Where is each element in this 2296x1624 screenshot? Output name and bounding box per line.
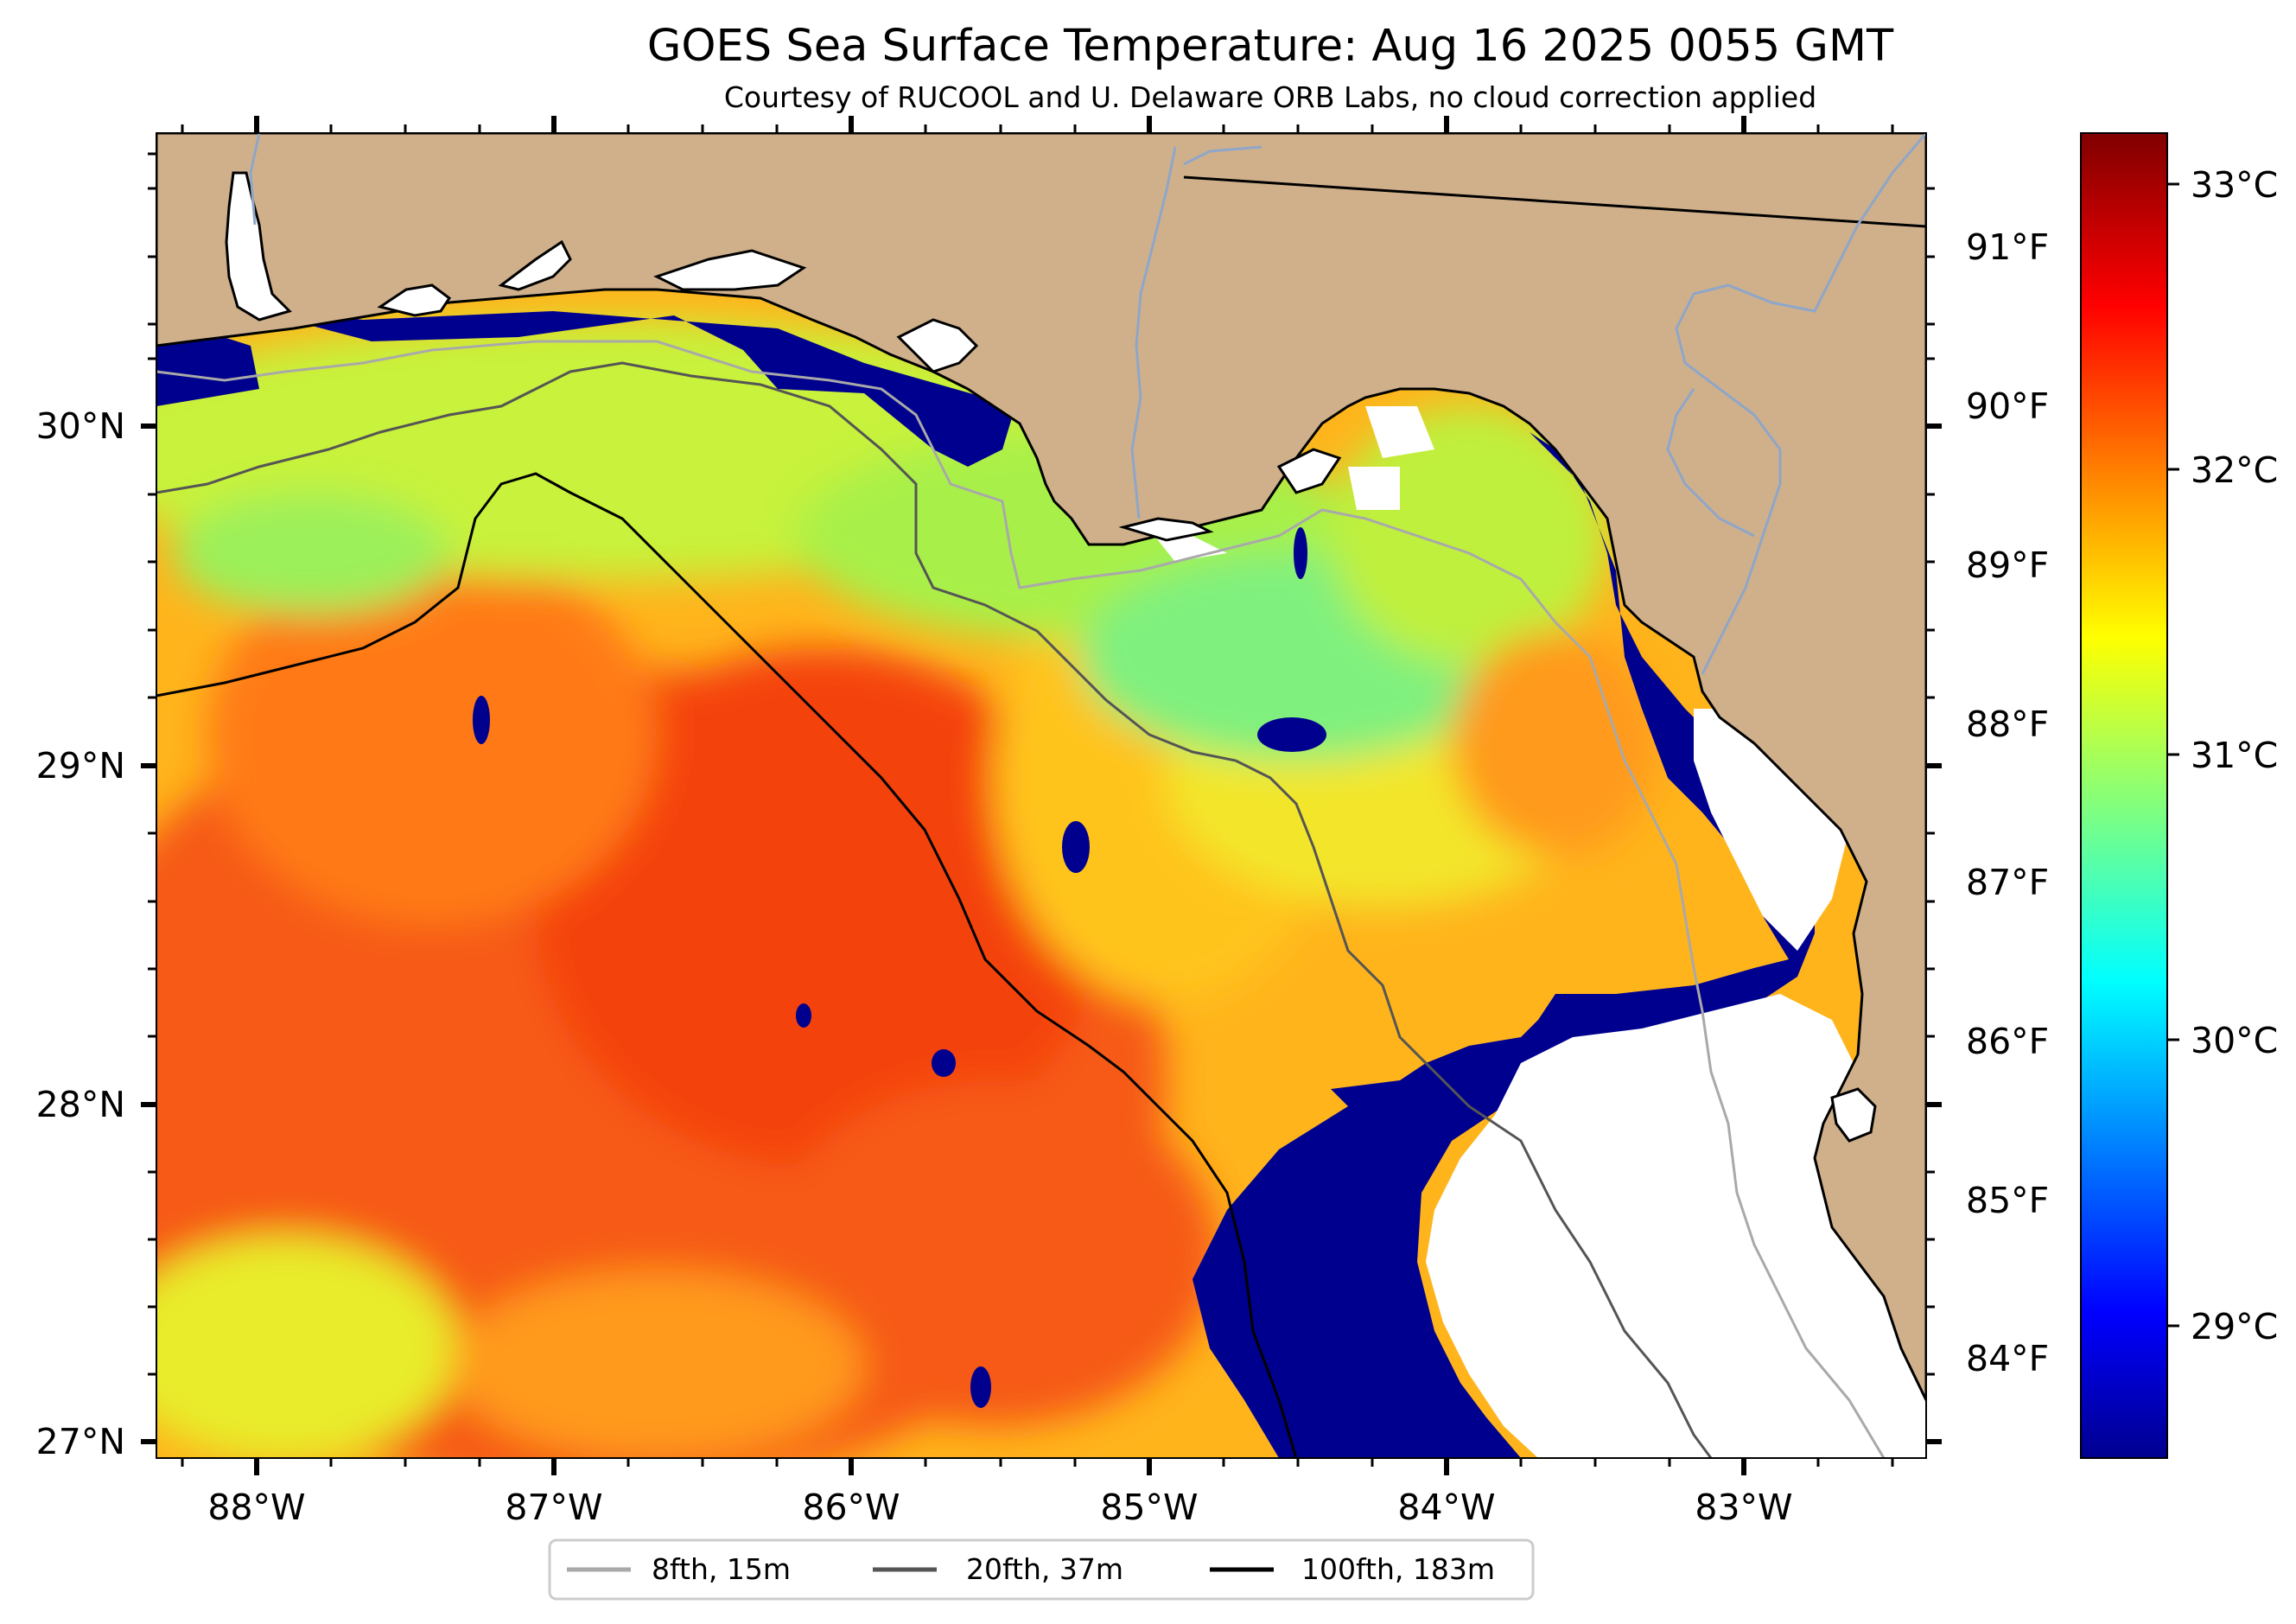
map-title: GOES Sea Surface Temperature: Aug 16 202… — [647, 21, 1894, 72]
legend-label-100fth: 100fth, 183m — [1301, 1552, 1495, 1586]
st-andrew-bay — [896, 318, 979, 373]
legend-label-8fth: 8fth, 15m — [652, 1552, 791, 1586]
lat-label-29n: 29°N — [36, 745, 125, 787]
contour-100fth — [156, 472, 1298, 1458]
lat-minor-ticks — [148, 152, 1935, 1376]
f-label-89: 89°F — [1966, 545, 2049, 586]
contour-8fth — [156, 340, 1886, 1458]
colorbar-gradient — [2080, 132, 2168, 1459]
rivers — [249, 133, 1926, 675]
lat-label-30n: 30°N — [36, 405, 125, 447]
cold-water-nearshore — [156, 285, 1015, 467]
lat-axis — [141, 424, 1942, 1444]
contour-20fth — [156, 361, 1713, 1458]
lon-label-84w: 84°W — [1397, 1487, 1495, 1528]
lon-label-85w: 85°W — [1100, 1487, 1198, 1528]
tampa-bay — [1830, 1087, 1877, 1143]
cold-water-bigbend — [1193, 432, 1815, 1458]
legend-label-20fth: 20fth, 37m — [966, 1552, 1123, 1586]
lat-label-28n: 28°N — [36, 1084, 125, 1125]
legend: 8fth, 15m 20fth, 37m 100fth, 183m — [548, 1538, 1535, 1601]
apalachicola-bay — [1118, 448, 1342, 542]
f-label-87: 87°F — [1966, 862, 2049, 903]
colorbar-label-30c: 30°C — [2191, 1020, 2278, 1061]
cold-eddies — [473, 527, 1326, 1408]
lon-minor-ticks — [181, 124, 1894, 1467]
fahrenheit-axis: 91°F 90°F 89°F 88°F 87°F 86°F 85°F 84°F — [1966, 226, 2049, 1379]
map-panel — [156, 133, 1926, 1458]
map-subtitle: Courtesy of RUCOOL and U. Delaware ORB L… — [724, 80, 1816, 114]
choctawhatchee-bay — [653, 249, 807, 291]
colorbar: 33°C 32°C 31°C 30°C 29°C — [2080, 132, 2278, 1459]
lon-label-86w: 86°W — [802, 1487, 900, 1528]
colorbar-label-29c: 29°C — [2191, 1306, 2278, 1347]
colorbar-ticks — [2167, 182, 2179, 1328]
pensacola-bay — [377, 239, 572, 317]
colorbar-label-31c: 31°C — [2191, 735, 2278, 776]
f-label-84: 84°F — [1966, 1338, 2049, 1379]
colorbar-label-32c: 32°C — [2191, 449, 2278, 491]
legend-box — [548, 1538, 1535, 1601]
f-label-86: 86°F — [1966, 1021, 2049, 1062]
state-boundary — [1183, 175, 1926, 228]
lon-axis — [254, 116, 1746, 1475]
colorbar-label-33c: 33°C — [2191, 164, 2278, 206]
lon-label-83w: 83°W — [1695, 1487, 1792, 1528]
lat-tick-labels: 30°N 29°N 28°N 27°N — [36, 405, 125, 1462]
f-label-90: 90°F — [1966, 385, 2049, 427]
f-label-91: 91°F — [1966, 226, 2049, 268]
lon-label-87w: 87°W — [505, 1487, 602, 1528]
lon-tick-labels: 88°W 87°W 86°W 85°W 84°W 83°W — [207, 1487, 1792, 1528]
cloud-no-data-east — [1426, 994, 1926, 1458]
f-label-85: 85°F — [1966, 1180, 2049, 1221]
f-label-88: 88°F — [1966, 704, 2049, 745]
land-mainland — [156, 133, 1926, 1401]
lon-label-88w: 88°W — [207, 1487, 305, 1528]
map-frame — [156, 132, 1927, 1459]
lat-label-27n: 27°N — [36, 1421, 125, 1462]
